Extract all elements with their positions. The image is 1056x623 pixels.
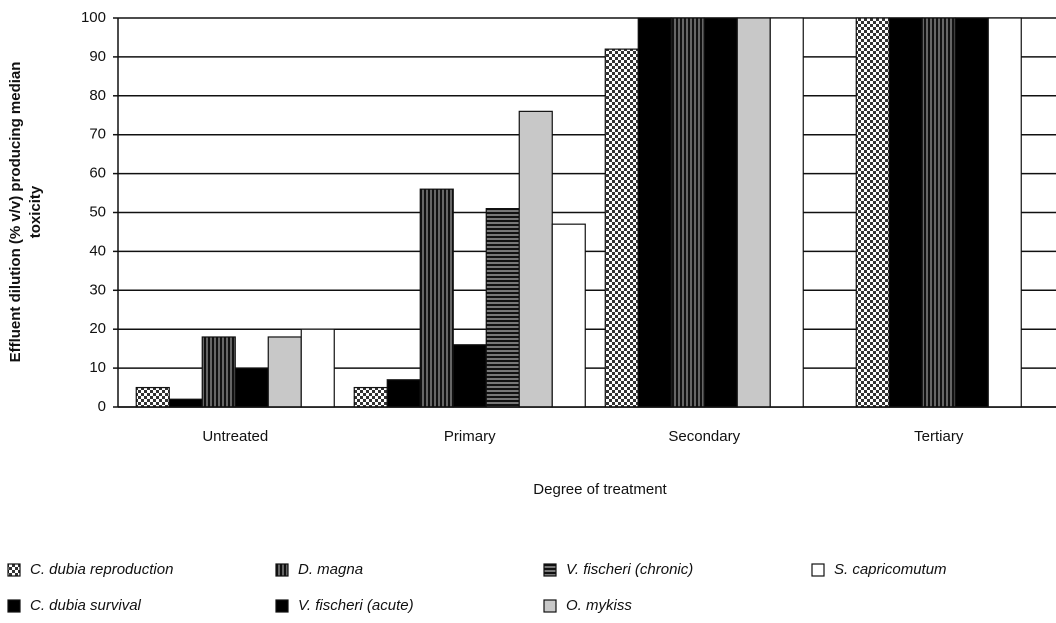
legend-swatch [275,563,289,577]
bar [419,188,454,408]
bar [637,17,672,408]
bar [386,379,421,408]
y-tick-label: 90 [89,48,106,65]
bar [201,336,236,408]
y-tick-label: 70 [89,126,106,143]
bar [300,328,335,408]
legend-swatch [811,563,825,577]
y-tick-label: 20 [89,320,106,337]
x-axis-label: Degree of treatment [533,481,667,498]
bar [485,208,520,408]
legend-swatch [7,599,21,613]
bar [267,336,302,408]
legend-label: S. capricomutum [834,561,947,578]
bar [518,110,553,408]
bar [135,386,170,408]
legend-swatch [275,599,289,613]
y-tick-label: 40 [89,242,106,259]
legend-label: V. fischeri (acute) [298,597,414,614]
x-tick-label: Tertiary [914,428,964,445]
y-tick-label: 50 [89,203,106,220]
y-axis-label: toxicity [27,185,44,238]
y-tick-label: 0 [98,398,106,415]
bar [703,17,738,408]
bar [921,17,956,408]
x-tick-label: Secondary [668,428,740,445]
legend-swatch [543,599,557,613]
y-tick-label: 30 [89,281,106,298]
bar [168,398,203,408]
y-axis-label: Effluent dilution (% v/v) producing medi… [7,62,24,363]
bar [604,48,639,408]
bar [954,17,989,408]
bar [670,17,705,408]
bar [888,17,923,408]
y-tick-label: 100 [81,9,106,26]
bar [452,344,487,408]
bar [353,386,388,408]
bar [736,17,771,408]
legend-swatch [7,563,21,577]
legend-label: C. dubia reproduction [30,561,173,578]
bar [987,17,1022,408]
y-tick-label: 10 [89,359,106,376]
y-tick-label: 80 [89,87,106,104]
bar [234,367,269,408]
legend-label: O. mykiss [566,597,632,614]
legend-label: C. dubia survival [30,597,142,614]
legend-swatch [543,563,557,577]
bar [769,17,804,408]
legend-label: D. magna [298,561,363,578]
bar [855,17,890,408]
y-tick-label: 60 [89,165,106,182]
bar [551,223,586,408]
legend-label: V. fischeri (chronic) [566,561,693,578]
x-tick-label: Untreated [202,428,268,445]
x-tick-label: Primary [444,428,496,445]
